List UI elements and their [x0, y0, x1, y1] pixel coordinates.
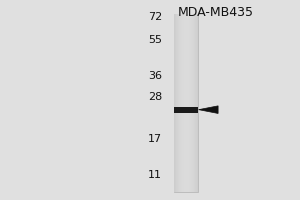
- Bar: [197, 14, 198, 192]
- Bar: [184, 14, 185, 192]
- Bar: [188, 14, 189, 192]
- Bar: [187, 14, 188, 192]
- Text: 36: 36: [148, 71, 162, 81]
- Text: 55: 55: [148, 35, 162, 45]
- Bar: [186, 14, 187, 192]
- Bar: [182, 14, 183, 192]
- Bar: [189, 14, 190, 192]
- Text: 72: 72: [148, 12, 162, 22]
- Polygon shape: [199, 106, 218, 113]
- Text: 11: 11: [148, 170, 162, 180]
- Text: 28: 28: [148, 92, 162, 102]
- Bar: [179, 14, 180, 192]
- Text: MDA-MB435: MDA-MB435: [178, 6, 254, 19]
- Bar: [181, 14, 182, 192]
- Bar: [177, 14, 178, 192]
- Bar: [174, 14, 198, 192]
- Text: 17: 17: [148, 134, 162, 144]
- Bar: [194, 14, 195, 192]
- Bar: [193, 14, 194, 192]
- Bar: [174, 107, 198, 113]
- Bar: [196, 14, 197, 192]
- Bar: [183, 14, 184, 192]
- Bar: [180, 14, 181, 192]
- Bar: [174, 14, 175, 192]
- Bar: [191, 14, 192, 192]
- Bar: [190, 14, 191, 192]
- Bar: [196, 14, 197, 192]
- Bar: [185, 14, 186, 192]
- Bar: [178, 14, 179, 192]
- Bar: [195, 14, 196, 192]
- Bar: [192, 14, 193, 192]
- Bar: [176, 14, 177, 192]
